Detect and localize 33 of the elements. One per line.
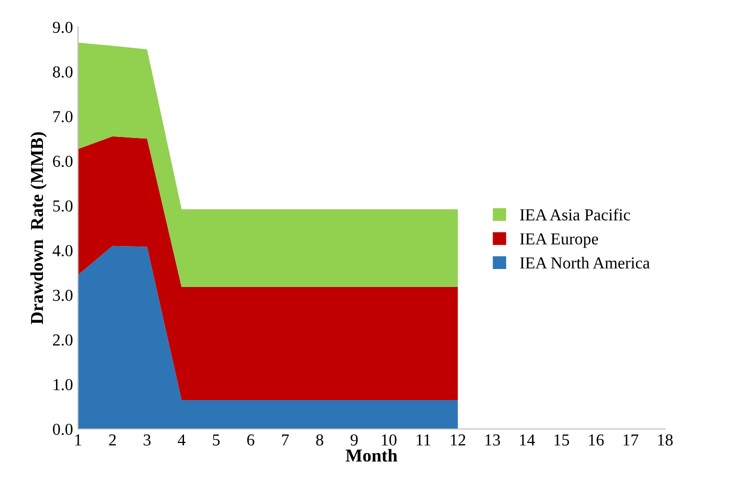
legend-label: IEA Europe [520, 233, 598, 248]
x-tick-label: 5 [212, 434, 220, 446]
y-tick-label: 9.0 [52, 22, 73, 34]
x-tick-label: 7 [282, 434, 289, 446]
x-tick-label: 8 [316, 434, 324, 446]
y-axis-title: Drawdown Rate (MMB) [30, 132, 47, 324]
x-tick-label: 9 [350, 434, 358, 446]
legend-label: IEA Asia Pacific [520, 208, 630, 220]
x-tick-label: 14 [520, 434, 535, 446]
x-tick-label: 6 [247, 434, 254, 446]
x-tick-label: 2 [109, 434, 116, 446]
x-axis-title: Month [346, 448, 398, 462]
y-tick-label: 2.0 [53, 334, 73, 346]
y-tick-label: 1.0 [54, 379, 73, 390]
y-tick-label: 7.0 [53, 111, 73, 122]
y-tick-label: 6.0 [53, 156, 73, 168]
y-tick-label: 4.0 [52, 245, 73, 256]
y-tick-label: 8.0 [52, 66, 73, 78]
x-tick-label: 4 [178, 434, 186, 446]
y-tick-label: 0.0 [52, 424, 73, 436]
x-tick-label: 11 [416, 434, 430, 446]
legend-label: IEA North America [520, 256, 650, 269]
x-tick-label: 10 [382, 434, 396, 446]
x-tick-label: 17 [624, 434, 638, 446]
x-tick-label: 1 [75, 434, 82, 446]
x-tick-label: 13 [485, 434, 500, 446]
y-tick-label: 3.0 [53, 290, 73, 302]
x-tick-label: 3 [144, 434, 151, 446]
x-tick-label: 16 [589, 434, 604, 446]
x-tick-label: 15 [554, 434, 570, 446]
x-tick-label: 12 [450, 434, 466, 446]
y-tick-label: 5.0 [53, 200, 73, 212]
x-tick-label: 18 [658, 434, 673, 446]
